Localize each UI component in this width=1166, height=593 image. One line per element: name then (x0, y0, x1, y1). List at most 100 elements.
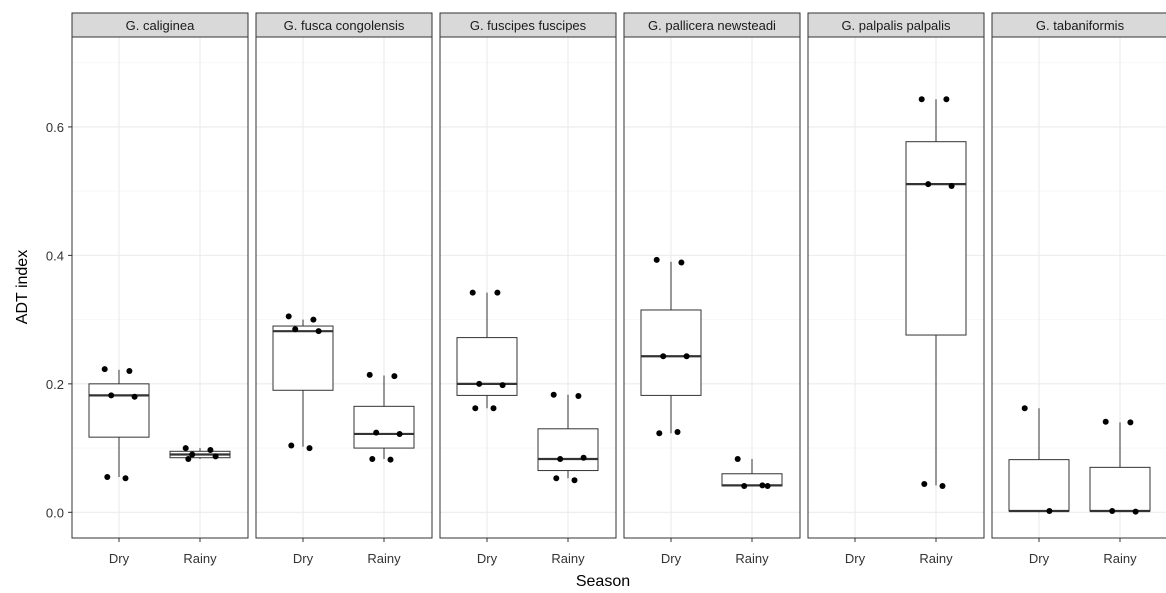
data-point (494, 289, 501, 296)
data-point (571, 477, 578, 484)
data-point (212, 453, 219, 460)
x-tick-label: Rainy (551, 551, 585, 566)
data-point (575, 393, 582, 400)
facet-strip-label: G. fuscipes fuscipes (470, 18, 587, 33)
data-point (315, 328, 322, 335)
data-point (1109, 508, 1116, 515)
data-point (656, 430, 663, 437)
data-point (396, 430, 403, 437)
data-point (1102, 418, 1109, 425)
box-iqr (640, 309, 702, 396)
data-point (366, 371, 373, 378)
data-point (921, 481, 928, 488)
data-point (764, 482, 771, 489)
x-tick-label: Rainy (183, 551, 217, 566)
data-point (678, 259, 685, 266)
box-iqr (537, 428, 599, 472)
data-point (469, 289, 476, 296)
facet-panel: G. caliginea Dry Rainy (71, 12, 249, 566)
panel-background (256, 37, 432, 538)
data-point (369, 455, 376, 462)
x-tick-label: Dry (845, 551, 866, 566)
data-point (472, 405, 479, 412)
panel-background (72, 37, 248, 538)
data-point (1046, 508, 1053, 515)
y-tick-label: 0.0 (46, 505, 64, 520)
boxplot-dry (88, 369, 150, 477)
boxplot-dry (1008, 408, 1070, 513)
boxplot-rainy (1089, 422, 1151, 513)
facet-strip-label: G. tabaniformis (1036, 18, 1125, 33)
facet-strip (991, 12, 1166, 38)
y-tick-label: 0.4 (46, 248, 64, 263)
box-iqr (88, 383, 150, 438)
facet-panel: G. fuscipes fuscipes Dry Rainy (439, 12, 617, 566)
panel-background (992, 37, 1166, 538)
data-point (943, 96, 950, 103)
data-point (391, 373, 398, 380)
data-point (550, 391, 557, 398)
facet-panel: G. palpalis palpalis Dry Rainy (807, 12, 985, 566)
data-point (182, 445, 189, 452)
facet-panel: G. fusca congolensis Dry Rainy (255, 12, 433, 566)
data-point (292, 326, 299, 333)
data-point (683, 353, 690, 360)
data-point (288, 442, 295, 449)
facet-strip (439, 12, 617, 38)
x-tick-label: Rainy (919, 551, 953, 566)
x-tick-label: Rainy (1103, 551, 1137, 566)
box-iqr (905, 141, 967, 336)
x-tick-label: Rainy (367, 551, 401, 566)
box-iqr (456, 337, 518, 396)
facet-panel: G. pallicera newsteadi Dry Rainy (623, 12, 801, 566)
data-point (185, 455, 192, 462)
data-point (918, 96, 925, 103)
data-point (553, 475, 560, 482)
data-point (306, 445, 313, 452)
data-point (939, 482, 946, 489)
y-axis: 0.0 0.2 0.4 0.6 (46, 120, 72, 520)
panel-background (624, 37, 800, 538)
data-point (653, 256, 660, 263)
x-tick-label: Dry (477, 551, 498, 566)
data-point (557, 455, 564, 462)
boxplot-dry (456, 292, 518, 409)
data-point (925, 181, 932, 188)
box-iqr (721, 473, 783, 487)
facet-strip-label: G. palpalis palpalis (841, 18, 951, 33)
data-point (126, 368, 133, 374)
facet-strip-label: G. fusca congolensis (284, 18, 405, 33)
y-tick-label: 0.6 (46, 120, 64, 135)
data-point (1127, 419, 1134, 426)
data-point (948, 183, 955, 190)
data-point (310, 316, 317, 323)
data-point (499, 382, 506, 389)
data-point (101, 366, 108, 373)
data-point (476, 380, 483, 387)
data-point (285, 313, 292, 320)
boxplot-dry (272, 319, 334, 447)
data-point (734, 455, 741, 462)
boxplot-rainy (905, 99, 967, 486)
data-point (373, 429, 380, 436)
data-point (741, 482, 748, 489)
facet-strip (623, 12, 801, 38)
data-point (1021, 405, 1028, 412)
facet-panel: G. tabaniformis Dry Rainy (991, 12, 1166, 566)
data-point (674, 429, 681, 436)
box-iqr (353, 405, 415, 449)
facet-strip-label: G. caliginea (126, 18, 195, 33)
x-axis-title: Season (576, 573, 630, 590)
boxplot-dry (640, 261, 702, 434)
facet-strip (255, 12, 433, 38)
x-tick-label: Dry (109, 551, 130, 566)
data-point (490, 405, 497, 412)
box-iqr (1008, 459, 1070, 512)
facet-strip-label: G. pallicera newsteadi (648, 18, 776, 33)
x-tick-label: Dry (293, 551, 314, 566)
boxplot-rainy (537, 394, 599, 479)
data-point (131, 393, 138, 400)
boxplot-rainy (169, 448, 231, 459)
